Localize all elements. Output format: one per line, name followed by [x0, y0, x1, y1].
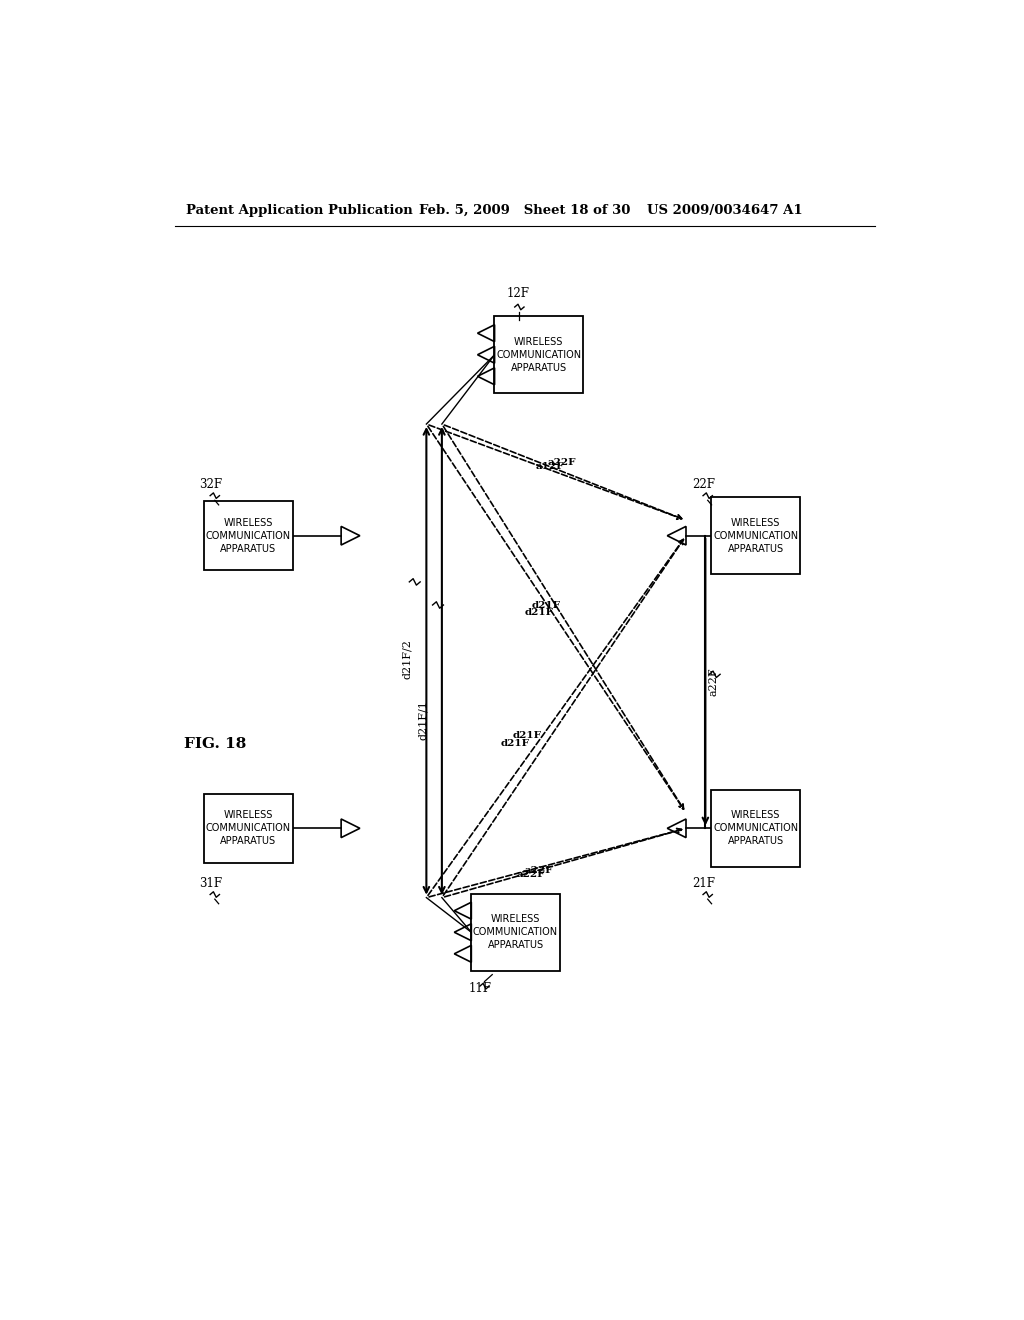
- Bar: [204, 502, 293, 570]
- Text: FIG. 18: FIG. 18: [183, 737, 246, 751]
- Text: a22F: a22F: [709, 668, 718, 697]
- Text: WIRELESS
COMMUNICATION
APPARATUS: WIRELESS COMMUNICATION APPARATUS: [206, 517, 291, 554]
- Text: US 2009/0034647 A1: US 2009/0034647 A1: [647, 205, 803, 218]
- Text: WIRELESS
COMMUNICATION
APPARATUS: WIRELESS COMMUNICATION APPARATUS: [206, 810, 291, 846]
- Text: 12F: 12F: [506, 286, 529, 300]
- Text: 22F: 22F: [692, 478, 715, 491]
- Text: WIRELESS
COMMUNICATION
APPARATUS: WIRELESS COMMUNICATION APPARATUS: [713, 810, 799, 846]
- Bar: [471, 894, 560, 970]
- Bar: [204, 793, 293, 863]
- Text: d21F: d21F: [513, 731, 542, 741]
- Text: WIRELESS
COMMUNICATION
APPARATUS: WIRELESS COMMUNICATION APPARATUS: [473, 913, 558, 950]
- Text: 32F: 32F: [200, 478, 222, 491]
- Text: 11F: 11F: [469, 982, 492, 994]
- Text: d21F/2: d21F/2: [402, 639, 412, 678]
- Text: a12F: a12F: [537, 462, 564, 471]
- Text: d21F: d21F: [524, 609, 553, 618]
- Bar: [495, 317, 584, 393]
- Text: WIRELESS
COMMUNICATION
APPARATUS: WIRELESS COMMUNICATION APPARATUS: [713, 517, 799, 554]
- Text: Feb. 5, 2009   Sheet 18 of 30: Feb. 5, 2009 Sheet 18 of 30: [419, 205, 630, 218]
- Text: 31F: 31F: [200, 876, 222, 890]
- Text: d21F/1: d21F/1: [418, 701, 427, 741]
- Text: d21F: d21F: [532, 601, 561, 610]
- Bar: [712, 789, 801, 867]
- Text: d21F: d21F: [501, 739, 530, 748]
- Text: a22F: a22F: [517, 870, 545, 879]
- Text: a22F: a22F: [548, 458, 577, 467]
- Bar: [712, 498, 801, 574]
- Text: Patent Application Publication: Patent Application Publication: [186, 205, 413, 218]
- Text: a22F: a22F: [524, 866, 553, 875]
- Text: 21F: 21F: [692, 876, 715, 890]
- Text: WIRELESS
COMMUNICATION
APPARATUS: WIRELESS COMMUNICATION APPARATUS: [497, 337, 582, 374]
